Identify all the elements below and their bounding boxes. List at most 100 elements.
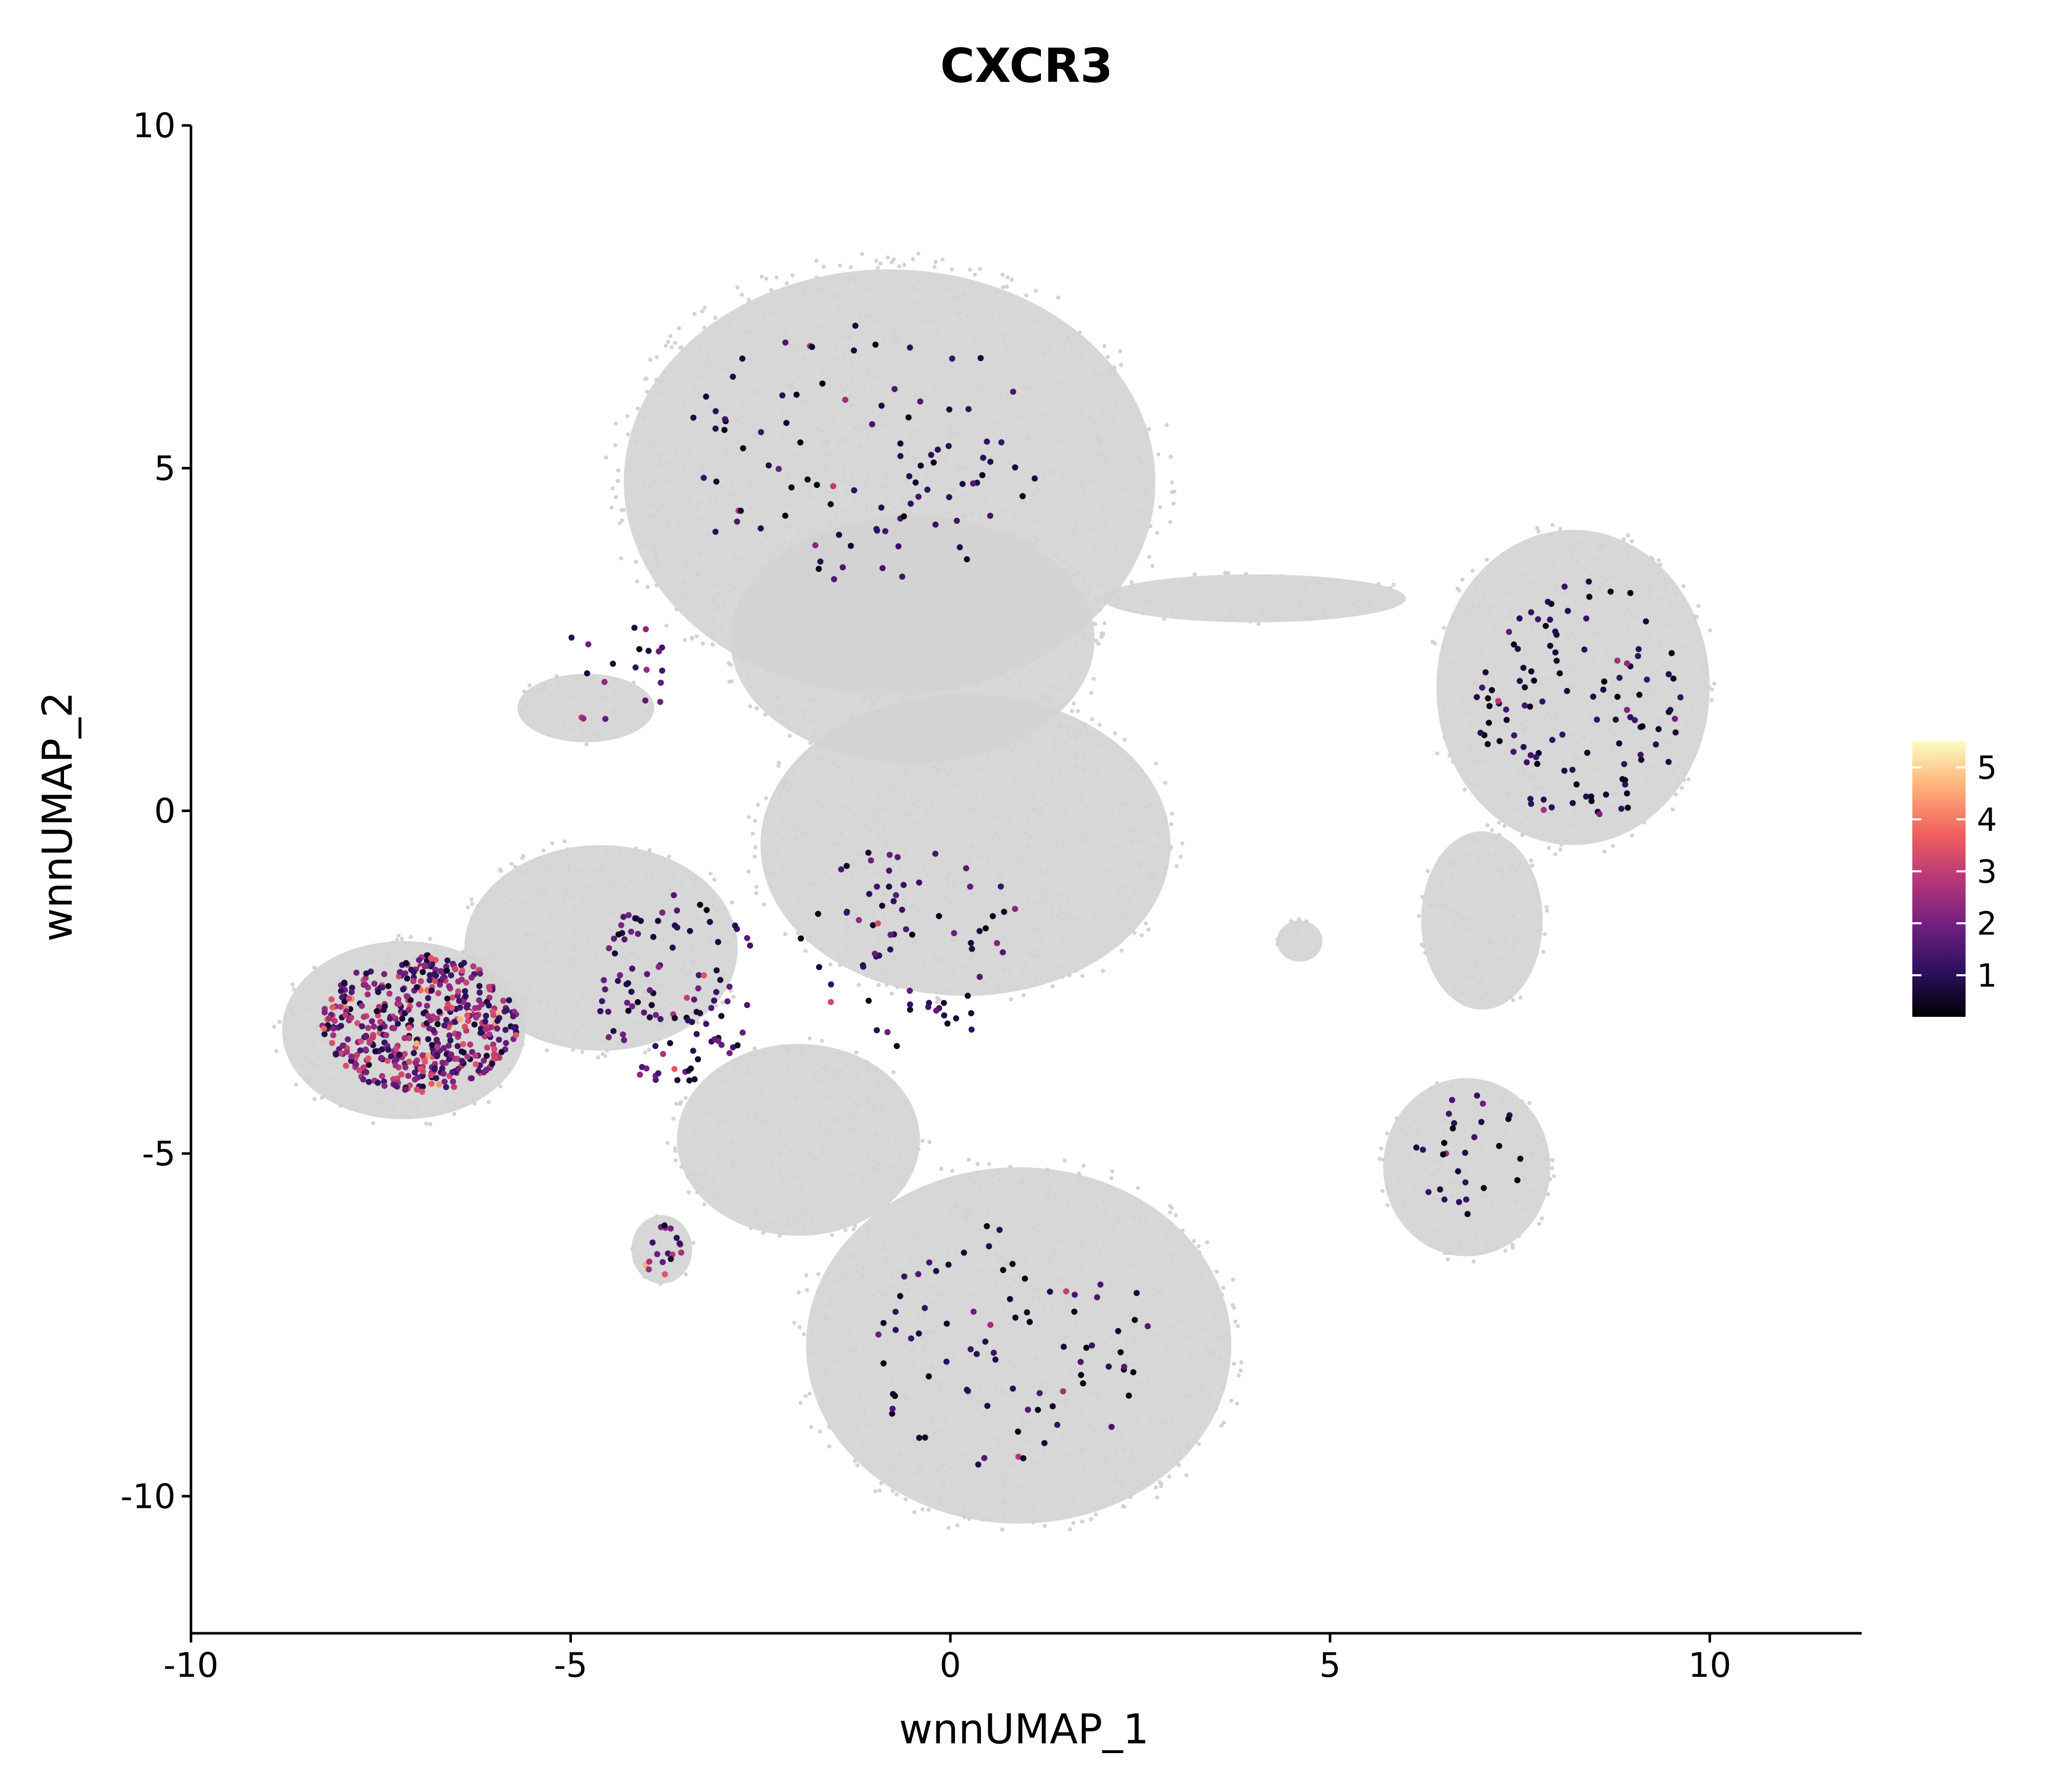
- background-cell: [1005, 284, 1009, 289]
- background-cell: [955, 1523, 960, 1528]
- background-cell: [719, 367, 724, 372]
- background-cell: [1450, 759, 1455, 764]
- background-cell: [1583, 566, 1588, 571]
- background-cell: [755, 706, 759, 711]
- expressing-cell: [674, 907, 680, 914]
- background-cell: [638, 1253, 643, 1258]
- background-cell: [852, 721, 857, 726]
- background-cell: [967, 1175, 972, 1180]
- expressing-cell: [362, 975, 369, 982]
- background-cell: [748, 505, 753, 509]
- background-cell: [1074, 736, 1079, 740]
- background-cell: [1105, 550, 1110, 554]
- expressing-cell: [463, 1004, 470, 1011]
- background-cell: [662, 478, 666, 483]
- background-cell: [875, 1169, 880, 1174]
- background-cell: [849, 779, 854, 784]
- background-cell: [854, 962, 859, 967]
- background-cell: [1168, 520, 1172, 524]
- background-cell: [1063, 808, 1068, 813]
- background-cell: [894, 905, 899, 909]
- background-cell: [1031, 792, 1036, 796]
- background-cell: [755, 1112, 759, 1117]
- background-cell: [1695, 678, 1700, 682]
- background-cell: [1491, 680, 1496, 685]
- expressing-cell: [503, 1040, 509, 1047]
- background-cell: [568, 728, 573, 732]
- background-cell: [896, 1269, 901, 1273]
- background-cell: [727, 918, 731, 922]
- background-cell: [1511, 914, 1516, 919]
- background-cell: [817, 324, 822, 328]
- background-cell: [1104, 1422, 1109, 1427]
- background-cell: [687, 1190, 691, 1194]
- expressing-cell: [691, 1076, 698, 1082]
- expressing-cell: [1642, 618, 1649, 625]
- background-cell: [1011, 1277, 1016, 1282]
- background-cell: [869, 1449, 874, 1454]
- expressing-cell: [737, 507, 744, 514]
- background-cell: [409, 1100, 414, 1105]
- background-cell: [967, 1355, 971, 1359]
- background-cell: [969, 954, 973, 958]
- expressing-cell: [458, 1048, 465, 1055]
- background-cell: [509, 898, 514, 903]
- background-cell: [1026, 1283, 1031, 1287]
- expressing-cell: [671, 1015, 678, 1021]
- background-cell: [521, 1042, 525, 1047]
- background-cell: [1188, 606, 1192, 610]
- background-cell: [931, 401, 936, 406]
- background-cell: [849, 294, 854, 299]
- background-cell: [1342, 595, 1347, 600]
- background-cell: [964, 493, 968, 498]
- background-cell: [1142, 774, 1146, 779]
- background-cell: [815, 394, 819, 399]
- background-cell: [592, 868, 597, 873]
- background-cell: [808, 741, 813, 745]
- background-cell: [948, 1279, 952, 1284]
- background-cell: [754, 885, 759, 889]
- background-cell: [851, 625, 856, 630]
- background-cell: [667, 460, 672, 465]
- background-cell: [916, 555, 921, 560]
- background-cell: [1017, 415, 1021, 420]
- background-cell: [852, 687, 857, 692]
- background-cell: [946, 880, 951, 884]
- expressing-cell: [660, 1051, 667, 1057]
- background-cell: [1026, 1440, 1030, 1444]
- background-cell: [828, 452, 833, 456]
- background-cell: [935, 1468, 940, 1473]
- background-cell: [746, 815, 751, 820]
- expressing-cell: [426, 977, 433, 984]
- background-cell: [486, 1100, 491, 1104]
- background-cell: [687, 940, 691, 945]
- background-cell: [1017, 1347, 1022, 1351]
- background-cell: [752, 1182, 756, 1186]
- background-cell: [396, 933, 401, 938]
- background-cell: [692, 312, 697, 316]
- background-cell: [886, 549, 891, 553]
- background-cell: [824, 1369, 829, 1374]
- background-cell: [736, 439, 740, 443]
- background-cell: [1522, 1176, 1527, 1180]
- background-cell: [1006, 1321, 1011, 1326]
- background-cell: [1114, 566, 1119, 571]
- background-cell: [886, 471, 890, 476]
- expressing-cell: [1528, 668, 1534, 675]
- background-cell: [880, 1111, 885, 1115]
- background-cell: [1642, 820, 1647, 825]
- background-cell: [1132, 931, 1137, 935]
- background-cell: [977, 515, 982, 519]
- expressing-cell: [934, 446, 941, 453]
- background-cell: [837, 441, 841, 445]
- background-cell: [1086, 928, 1091, 932]
- background-cell: [819, 403, 823, 408]
- background-cell: [673, 1158, 678, 1163]
- background-cell: [1510, 948, 1514, 952]
- background-cell: [657, 1037, 662, 1041]
- expressing-cell: [968, 940, 974, 946]
- background-cell: [1448, 660, 1453, 665]
- background-cell: [961, 1309, 965, 1314]
- expressing-cell: [481, 1033, 488, 1039]
- background-cell: [940, 1380, 944, 1385]
